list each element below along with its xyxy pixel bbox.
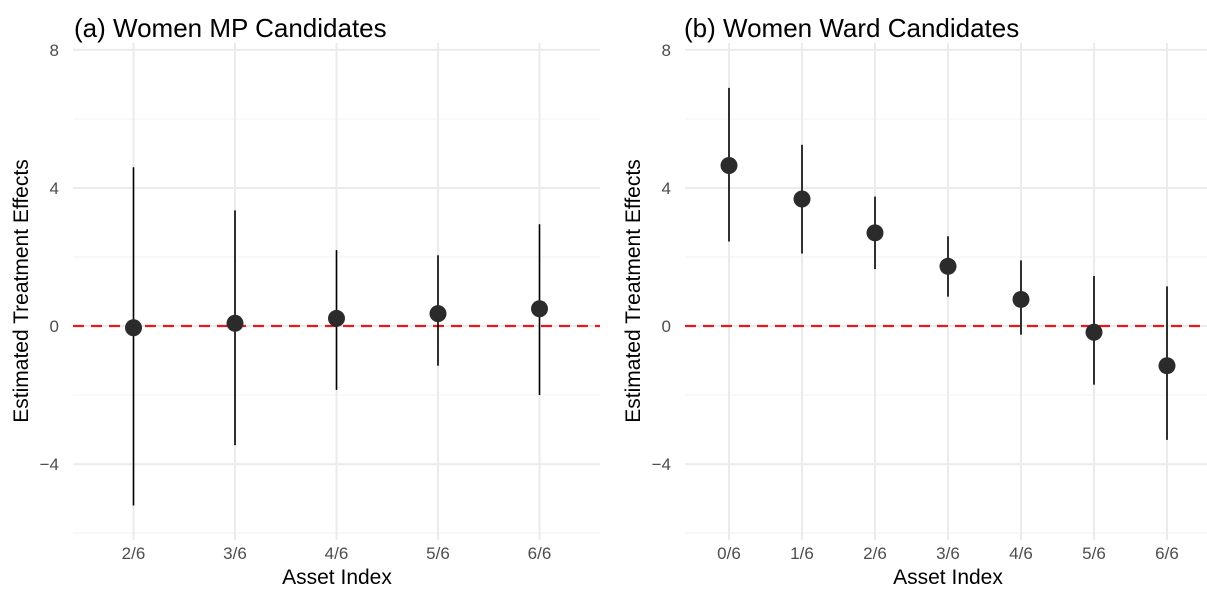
panel-b-xlabel: Asset Index (893, 566, 1003, 589)
y-tick-label: 4 (50, 179, 59, 198)
point-estimate (226, 314, 244, 332)
point-estimate (429, 305, 447, 323)
x-tick-label: 2/6 (863, 544, 887, 563)
panel-a-estimates (125, 167, 548, 506)
x-tick-label: 3/6 (223, 544, 247, 563)
x-tick-label: 6/6 (1155, 544, 1179, 563)
y-tick-label: 4 (662, 179, 671, 198)
panel-a-ylabel: Estimated Treatment Effects (10, 159, 33, 422)
x-tick-label: 2/6 (122, 544, 146, 563)
y-tick-label: 8 (662, 41, 671, 60)
y-tick-label: 8 (50, 41, 59, 60)
panel-a-title: (a) Women MP Candidates (74, 13, 387, 43)
x-tick-label: 6/6 (528, 544, 552, 563)
y-tick-label: −4 (652, 455, 671, 474)
point-estimate (125, 319, 142, 337)
point-estimate (793, 190, 811, 208)
y-tick-label: 0 (50, 317, 59, 336)
point-estimate (939, 257, 957, 275)
panel-b: (b) Women Ward Candidates Estimated Trea… (622, 13, 1207, 589)
x-tick-label: 4/6 (1009, 544, 1033, 563)
panel-b-estimates (720, 87, 1176, 440)
x-tick-label: 0/6 (717, 544, 741, 563)
point-estimate (866, 224, 884, 242)
panel-a-y-tick-labels: −4 0 4 8 (40, 41, 59, 474)
x-tick-label: 5/6 (1082, 544, 1106, 563)
y-tick-label: 0 (662, 317, 671, 336)
point-estimate (1012, 290, 1030, 308)
point-estimate (1085, 323, 1103, 341)
panel-a: (a) Women MP Candidates Estimated Treatm… (10, 13, 600, 589)
point-estimate (531, 300, 548, 318)
panel-b-title: (b) Women Ward Candidates (684, 13, 1019, 43)
point-estimate (328, 309, 345, 327)
panel-b-ylabel: Estimated Treatment Effects (622, 159, 645, 422)
x-tick-label: 1/6 (790, 544, 814, 563)
x-tick-label: 4/6 (325, 544, 349, 563)
y-tick-label: −4 (40, 455, 59, 474)
panel-b-gridlines (685, 43, 1207, 540)
panel-a-xlabel: Asset Index (282, 566, 392, 589)
point-estimate (1158, 357, 1176, 375)
x-tick-label: 3/6 (936, 544, 960, 563)
panel-b-x-tick-labels: 0/6 1/6 2/6 3/6 4/6 5/6 6/6 (717, 544, 1179, 563)
panel-b-y-tick-labels: −4 0 4 8 (652, 41, 671, 474)
x-tick-label: 5/6 (426, 544, 450, 563)
panel-a-x-tick-labels: 2/6 3/6 4/6 5/6 6/6 (122, 544, 552, 563)
point-estimate (720, 157, 738, 175)
